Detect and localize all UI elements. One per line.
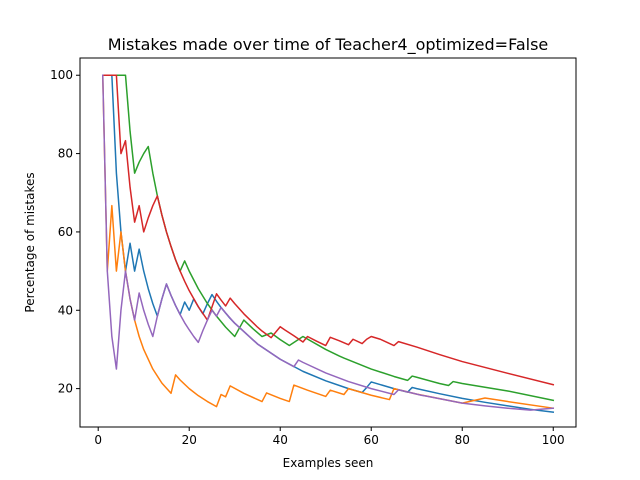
series-line-3: [102, 74, 555, 402]
y-tick-label: 20: [58, 382, 73, 396]
x-tick-label: 100: [542, 433, 565, 447]
y-tick-label: 100: [50, 68, 73, 82]
y-tick-label: 40: [58, 303, 73, 317]
y-tick-label: 60: [58, 225, 73, 239]
y-tick-label: 80: [58, 147, 73, 161]
x-tick-label: 80: [455, 433, 470, 447]
chart-title: Mistakes made over time of Teacher4_opti…: [108, 35, 549, 55]
plot-area-frame: [79, 57, 577, 428]
x-tick-label: 0: [94, 433, 102, 447]
x-tick-label: 60: [364, 433, 379, 447]
series-line-4: [102, 74, 555, 386]
y-axis-label: Percentage of mistakes: [23, 172, 37, 312]
series-lines: [101, 74, 555, 413]
x-axis-label: Examples seen: [283, 456, 374, 470]
x-tick-label: 20: [182, 433, 197, 447]
axis-ticks: 0 20 40 60 80 100 20 40 60 80 100: [50, 68, 565, 447]
series-line-5: [101, 74, 555, 411]
x-tick-label: 40: [273, 433, 288, 447]
